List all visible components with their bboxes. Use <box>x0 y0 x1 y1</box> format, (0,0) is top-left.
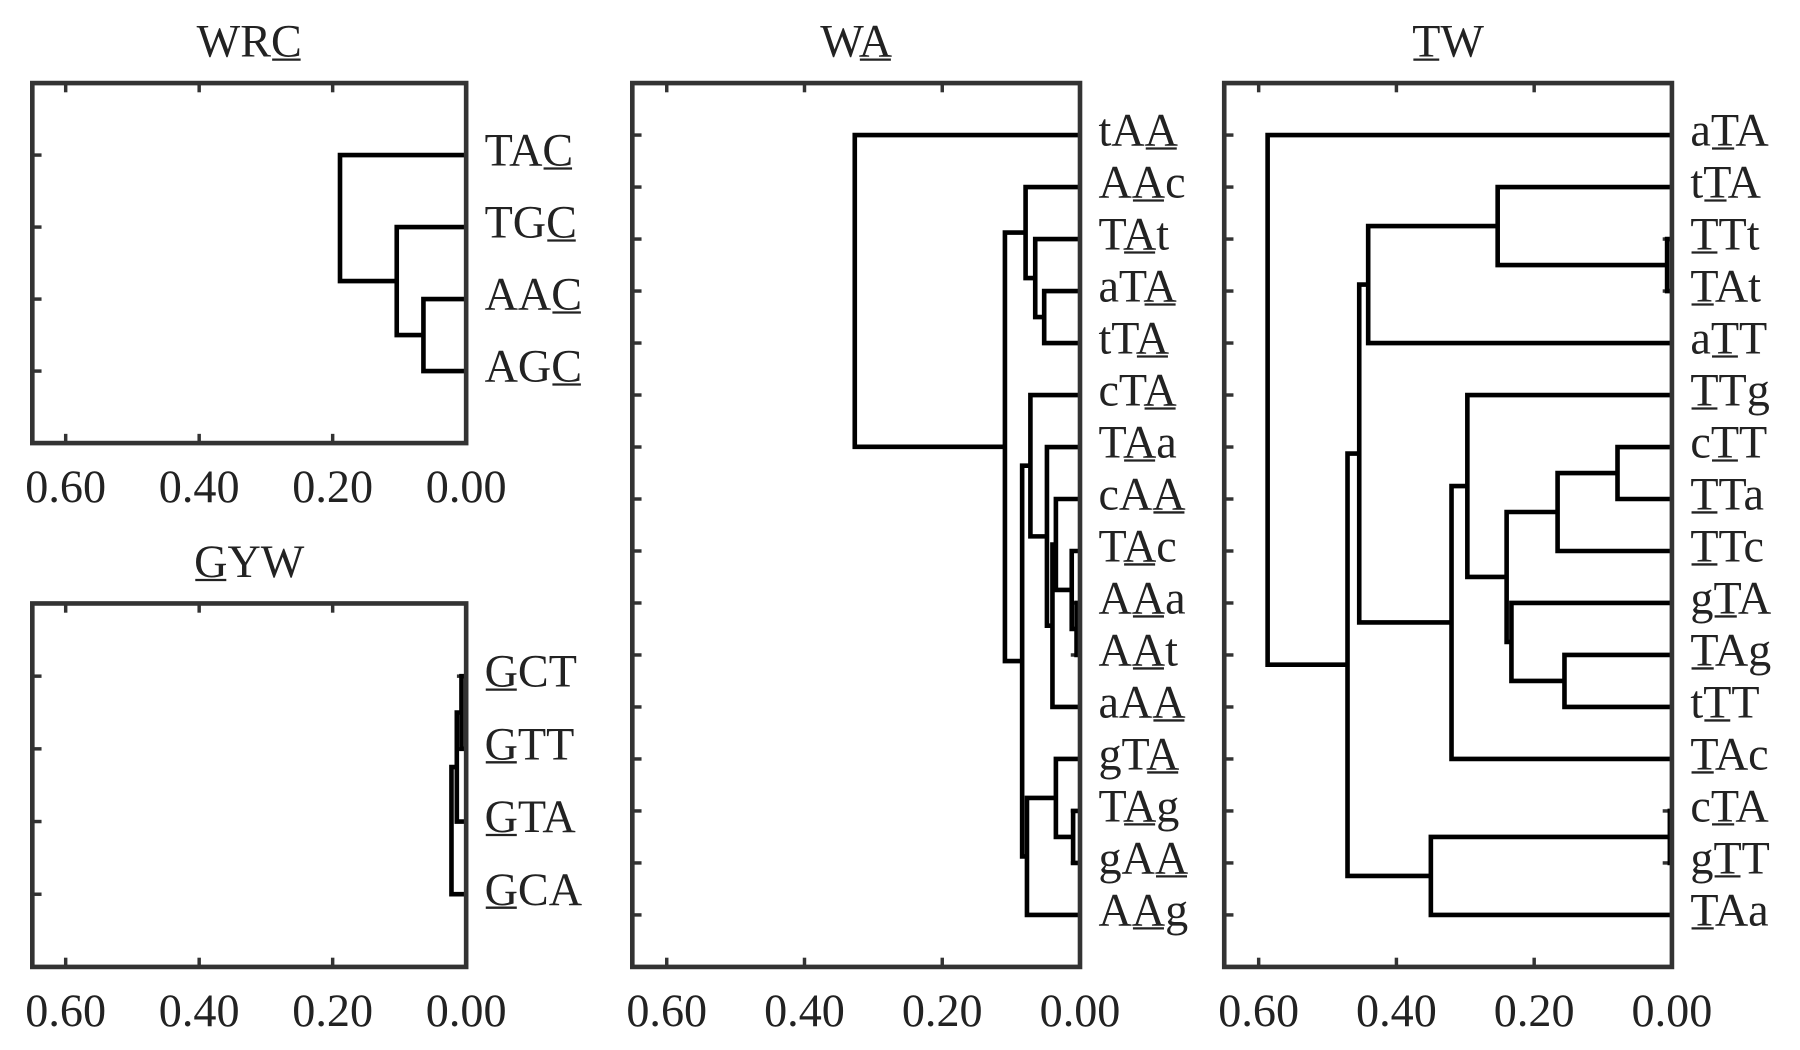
dendrogram-link <box>1365 223 1672 346</box>
dendrogram-link <box>1070 808 1080 866</box>
dendrogram-link <box>394 224 467 338</box>
leaf-label: gTA <box>1098 729 1179 780</box>
leaf-label: gTT <box>1690 833 1769 884</box>
leaf-label: cTA <box>1098 365 1176 416</box>
leaf-label: TTa <box>1690 469 1764 520</box>
leaf-label: AAg <box>1098 885 1188 936</box>
dendrogram-link <box>1428 834 1672 918</box>
leaf-label: AAc <box>1098 157 1185 208</box>
leaf-label: TAg <box>1690 625 1771 676</box>
leaf-label: aTA <box>1690 105 1768 156</box>
leaf-label: tTA <box>1098 313 1169 364</box>
dendrogram-link <box>337 152 467 284</box>
dendrogram-link <box>1509 600 1672 684</box>
leaf-label: tAA <box>1098 105 1177 156</box>
leaf-label: TAa <box>1690 885 1768 936</box>
x-tick-label: 0.20 <box>292 985 373 1036</box>
dendrogram-link <box>421 296 467 374</box>
dendrogram-link <box>852 132 1080 450</box>
x-tick-label: 0.60 <box>1218 985 1299 1036</box>
dendrogram-link <box>1449 483 1672 762</box>
leaf-label: GCT <box>485 646 577 697</box>
dendrogram-link <box>1562 652 1672 710</box>
panel-title: TW <box>1412 16 1484 67</box>
leaf-label: TGC <box>485 197 577 248</box>
leaf-label: TAa <box>1098 417 1176 468</box>
leaf-label: TAc <box>1098 521 1176 572</box>
leaf-label: TTc <box>1690 521 1764 572</box>
leaf-label: cAA <box>1098 469 1185 520</box>
x-tick-label: 0.00 <box>1632 985 1713 1036</box>
dendrogram-link <box>1555 470 1672 554</box>
dendrogram-link <box>1345 451 1431 879</box>
axes-frame <box>29 80 469 446</box>
leaf-label: AAt <box>1098 625 1178 676</box>
leaf-label: gTA <box>1690 573 1771 624</box>
leaf-label: TAC <box>485 125 574 176</box>
leaf-label: GTA <box>485 791 576 842</box>
panel-title: WA <box>820 16 892 67</box>
x-tick-label: 0.20 <box>902 985 983 1036</box>
x-tick-label: 0.40 <box>764 985 845 1036</box>
dendrogram-link <box>1265 132 1672 668</box>
leaf-label: AAa <box>1098 573 1185 624</box>
leaf-label: TAt <box>1690 261 1761 312</box>
x-tick-label: 0.60 <box>25 985 106 1036</box>
dendrogram-link <box>449 764 467 897</box>
leaf-label: AAC <box>485 269 582 320</box>
axes-frame <box>629 80 1083 970</box>
x-tick-label: 0.60 <box>626 985 707 1036</box>
leaf-label: GTT <box>485 718 575 769</box>
leaf-label: TAt <box>1098 209 1169 260</box>
dendrogram-link <box>1069 548 1080 632</box>
x-tick-label: 0.40 <box>1356 985 1437 1036</box>
dendrogram-link <box>1495 184 1672 268</box>
x-tick-label: 0.60 <box>25 461 106 512</box>
leaf-label: AGC <box>485 341 582 392</box>
dendrogram-link <box>1615 444 1672 502</box>
dendrogram-link <box>1053 496 1080 593</box>
dendrogram-link <box>459 673 467 752</box>
panel-title: WRC <box>197 16 302 67</box>
x-tick-label: 0.40 <box>159 461 240 512</box>
axes-frame <box>29 601 469 970</box>
x-tick-label: 0.20 <box>292 461 373 512</box>
leaf-label: aAA <box>1098 677 1185 728</box>
leaf-label: tTT <box>1690 677 1759 728</box>
leaf-label: TAc <box>1690 729 1768 780</box>
x-tick-label: 0.00 <box>426 985 507 1036</box>
x-tick-label: 0.00 <box>1040 985 1121 1036</box>
leaf-label: cTA <box>1690 781 1768 832</box>
leaf-label: aTA <box>1098 261 1176 312</box>
dendrogram-link <box>1504 509 1558 645</box>
leaf-label: aTT <box>1690 313 1767 364</box>
dendrogram-link <box>454 710 467 824</box>
dendrogram-link <box>1041 288 1080 346</box>
axes-frame <box>1221 80 1675 970</box>
leaf-label: gAA <box>1098 833 1188 884</box>
leaf-label: TTt <box>1690 209 1759 260</box>
dendrogram-link <box>1053 756 1080 840</box>
leaf-label: GCA <box>485 864 582 915</box>
dendrogram-link <box>1028 392 1080 539</box>
x-tick-label: 0.40 <box>159 985 240 1036</box>
leaf-label: tTA <box>1690 157 1761 208</box>
leaf-label: TAg <box>1098 781 1179 832</box>
panel-title: GYW <box>194 536 305 587</box>
dendrogram-link <box>1356 282 1452 625</box>
leaf-label: TTg <box>1690 365 1769 416</box>
leaf-label: cTT <box>1690 417 1767 468</box>
dendrogram-link <box>1044 444 1080 629</box>
x-tick-label: 0.00 <box>426 461 507 512</box>
dendrogram-link <box>1024 795 1080 918</box>
x-tick-label: 0.20 <box>1494 985 1575 1036</box>
